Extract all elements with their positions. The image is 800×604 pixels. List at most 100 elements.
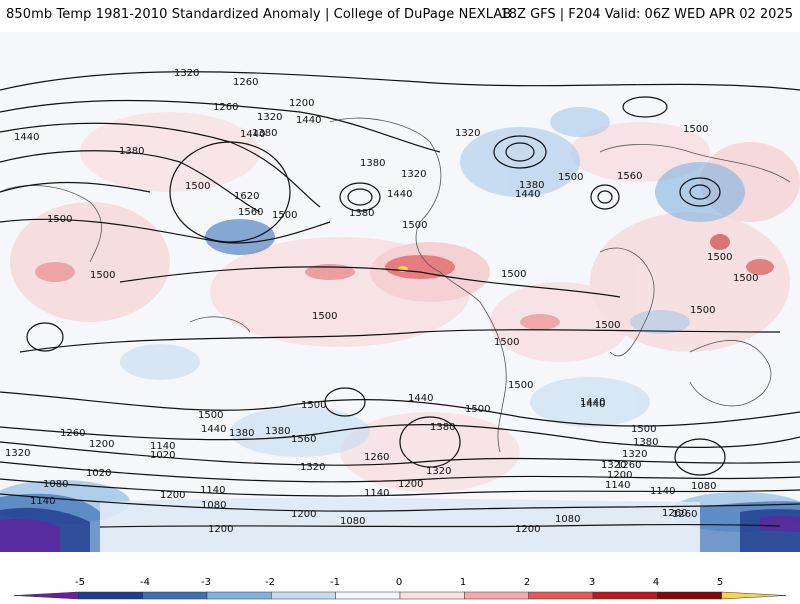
- contour-label: 1500: [595, 320, 620, 331]
- contour-label: 1380: [633, 437, 658, 448]
- contour-label: 1560: [238, 207, 263, 218]
- color-scale-segment: [657, 591, 722, 600]
- tick-label: 5: [717, 577, 723, 588]
- contour-label: 1440: [580, 397, 605, 408]
- contour-label: 1320: [5, 448, 30, 459]
- color-scale-segment: [271, 591, 336, 600]
- contour-label: 1320: [174, 68, 199, 79]
- contour-label: 1440: [408, 393, 433, 404]
- contour-label: 1500: [501, 269, 526, 280]
- contour-label: 1380: [252, 128, 277, 139]
- contour-label: 1200: [160, 490, 185, 501]
- contour-label: 1380: [229, 428, 254, 439]
- color-scale-segment: [206, 591, 272, 600]
- header: 850mb Temp 1981-2010 Standardized Anomal…: [0, 0, 800, 32]
- color-scale-segment: [592, 591, 658, 600]
- contour-label: 1140: [650, 486, 675, 497]
- color-scale-segment: [399, 591, 465, 600]
- contour-label: 1200: [515, 524, 540, 535]
- contour-label: 1080: [201, 500, 226, 511]
- tick-label: 4: [653, 577, 659, 588]
- contour-label: 1140: [30, 496, 55, 507]
- contour-label: 1200: [208, 524, 233, 535]
- contour-label: 1320: [622, 449, 647, 460]
- contour-label: 1260: [364, 452, 389, 463]
- contour-label: 1200: [291, 509, 316, 520]
- contour-label: 1560: [617, 171, 642, 182]
- contour-label: 1440: [201, 424, 226, 435]
- contour-label: 1500: [683, 124, 708, 135]
- color-scale-legend: -5 -4 -3 -2 -1 0 1 2 3 4 5: [0, 552, 800, 600]
- contour-label: 1140: [200, 485, 225, 496]
- coastlines: [0, 117, 791, 453]
- tick-label: -1: [330, 577, 340, 588]
- contour-label: 1020: [86, 468, 111, 479]
- contour-label: 1260: [233, 77, 258, 88]
- contour-label: 1500: [558, 172, 583, 183]
- contour-label: 1500: [198, 410, 223, 421]
- contour-label: 1080: [691, 481, 716, 492]
- contour-label: 1500: [508, 380, 533, 391]
- contour-label: 1500: [402, 220, 427, 231]
- contour-label: 1200: [398, 479, 423, 490]
- contour-label: 1080: [43, 479, 68, 490]
- contour-label: 1440: [296, 115, 321, 126]
- contour-label: 1260: [672, 509, 697, 520]
- contour-label: 1020: [150, 450, 175, 461]
- contour-label: 1500: [631, 424, 656, 435]
- color-scale: -5 -4 -3 -2 -1 0 1 2 3 4 5: [13, 577, 787, 600]
- contour-label: 1440: [515, 189, 540, 200]
- contour-label: 1080: [340, 516, 365, 527]
- contour-label: 1140: [605, 480, 630, 491]
- contour-label: 1320: [300, 462, 325, 473]
- contour-label: 1140: [150, 441, 175, 452]
- contour-label: 1140: [364, 488, 389, 499]
- contour-label: 1500: [301, 400, 326, 411]
- tick-label: -4: [140, 577, 150, 588]
- contour-label: 1320: [455, 128, 480, 139]
- contour-label: 1560: [291, 434, 316, 445]
- contour-label: 1200: [289, 98, 314, 109]
- tick-label: -3: [201, 577, 211, 588]
- contour-label: 1440: [240, 129, 265, 140]
- color-scale-segment: [528, 591, 594, 600]
- color-scale-segment: [13, 591, 79, 600]
- contour-label: 1320: [426, 466, 451, 477]
- color-scale-segment: [464, 591, 529, 600]
- contour-label: 1200: [89, 439, 114, 450]
- contour-label: 1260: [662, 508, 687, 519]
- contour-label: 1440: [14, 132, 39, 143]
- contour-label: 1440: [387, 189, 412, 200]
- tick-label: 2: [524, 577, 530, 588]
- contour-label: 1440: [580, 399, 605, 410]
- map-title: 850mb Temp 1981-2010 Standardized Anomal…: [6, 7, 512, 22]
- color-scale-segment: [78, 591, 143, 600]
- tick-label: -5: [75, 577, 85, 588]
- color-scale-ticks: -5 -4 -3 -2 -1 0 1 2 3 4 5: [75, 577, 723, 588]
- contour-label: 1380: [265, 426, 290, 437]
- model-run-info: 18Z GFS | F204 Valid: 06Z WED APR 02 202…: [500, 7, 793, 22]
- contour-label: 1380: [360, 158, 385, 169]
- contour-label: 1500: [90, 270, 115, 281]
- contour-label: 1500: [465, 404, 490, 415]
- contour-labels: 1320 1260 1200 1260 1320 1440 1380 1440 …: [5, 68, 758, 535]
- contour-label: 1380: [349, 208, 374, 219]
- strong-warm-spots: [35, 234, 774, 330]
- contour-label: 1380: [519, 180, 544, 191]
- contour-label: 1260: [616, 460, 641, 471]
- contour-label: 1500: [707, 252, 732, 263]
- contour-label: 1320: [257, 112, 282, 123]
- contour-label: 1080: [555, 514, 580, 525]
- color-scale-segment: [142, 591, 208, 600]
- antarctic-band: [0, 493, 800, 552]
- color-scale-segment: [335, 591, 401, 600]
- contour-label: 1380: [430, 422, 455, 433]
- contour-label: 1260: [213, 102, 238, 113]
- tick-label: 0: [396, 577, 402, 588]
- height-contours: [0, 71, 800, 528]
- contour-label: 1200: [607, 470, 632, 481]
- tick-label: 3: [589, 577, 595, 588]
- tick-label: -2: [265, 577, 275, 588]
- contour-label: 1500: [312, 311, 337, 322]
- contour-label: 1500: [733, 273, 758, 284]
